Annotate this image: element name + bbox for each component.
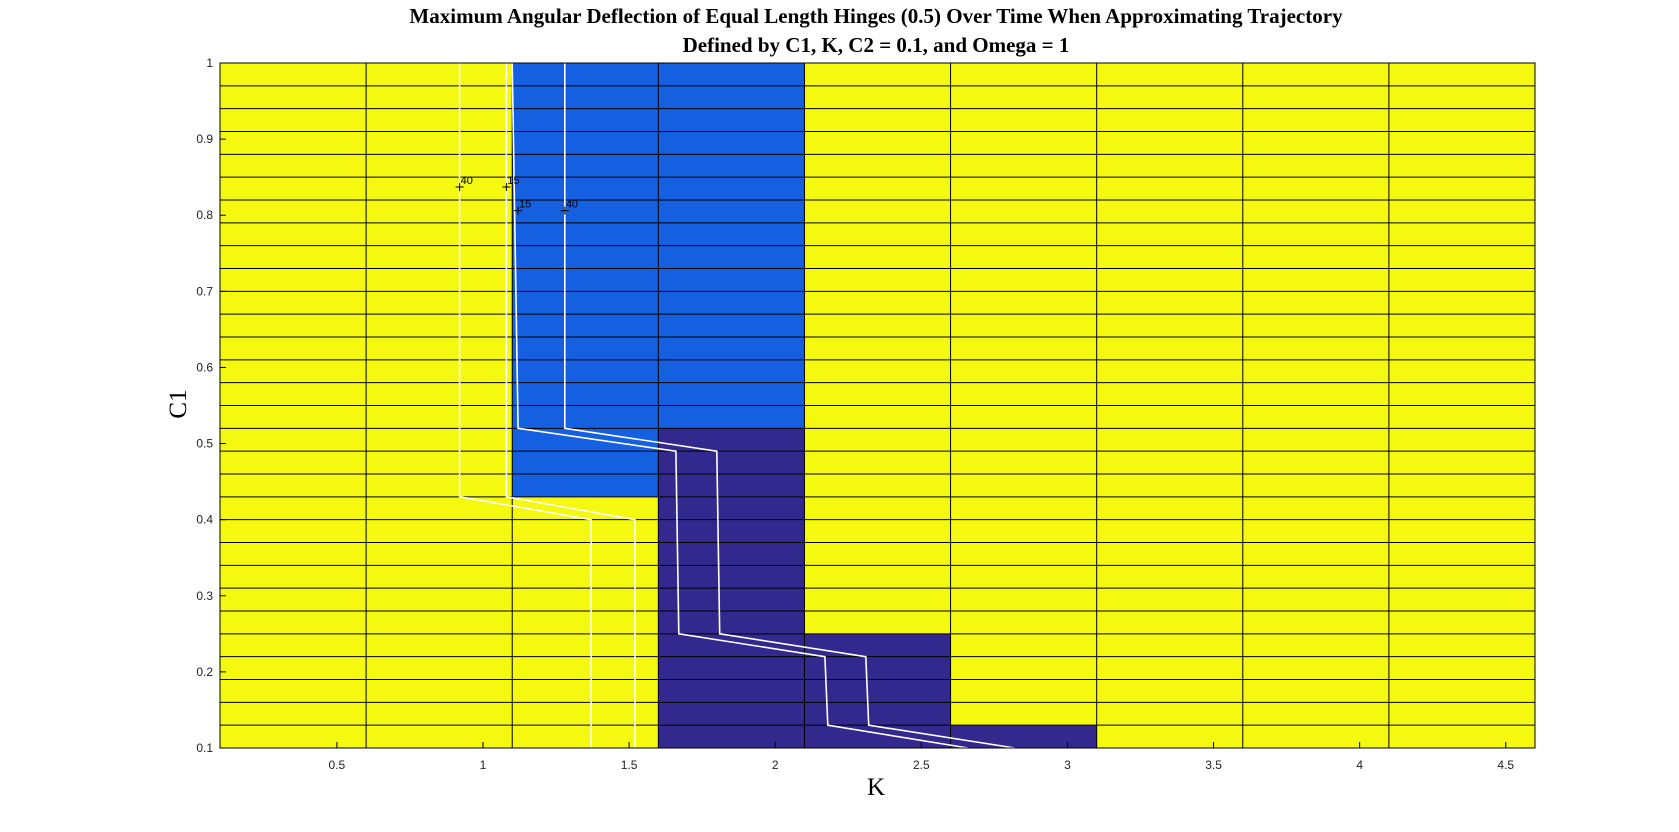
x-tick-label: 0.5 xyxy=(329,758,346,772)
contour-lines xyxy=(458,62,1015,749)
y-tick-label: 1 xyxy=(206,56,213,70)
contour-line xyxy=(458,63,592,748)
contour-label-marker xyxy=(514,206,523,215)
y-tick-label: 0.1 xyxy=(196,741,213,755)
contour-label: 40 xyxy=(566,199,578,211)
x-tick-label: 1 xyxy=(480,758,487,772)
x-axis-label: K xyxy=(867,774,885,801)
x-tick-label: 2 xyxy=(772,758,779,772)
y-tick-label: 0.4 xyxy=(196,513,213,527)
x-tick-label: 4 xyxy=(1356,758,1363,772)
y-tick-label: 0.3 xyxy=(196,589,213,603)
contour-line xyxy=(511,62,969,749)
x-tick-label: 1.5 xyxy=(621,758,638,772)
heatmap-cell-blue xyxy=(512,63,659,497)
y-tick-label: 0.6 xyxy=(196,360,213,374)
x-tick-label: 4.5 xyxy=(1497,758,1514,772)
contour-line xyxy=(564,63,1015,749)
y-axis-label: C1 xyxy=(165,389,192,418)
heatmap-grid xyxy=(219,62,1536,749)
chart-title-line-1: Maximum Angular Deflection of Equal Leng… xyxy=(409,4,1343,28)
contour-label: 40 xyxy=(461,175,473,187)
plot-frame xyxy=(219,62,1536,749)
y-tick-label: 0.8 xyxy=(196,208,213,222)
x-tick-label: 3 xyxy=(1064,758,1071,772)
y-tick-label: 0.7 xyxy=(196,284,213,298)
chart-title-line-2: Defined by C1, K, C2 = 0.1, and Omega = … xyxy=(683,33,1070,57)
heatmap-cell-navy xyxy=(804,633,951,748)
heatmap-cell-navy xyxy=(950,725,1097,748)
x-tick-label: 3.5 xyxy=(1205,758,1222,772)
contour-label-marker xyxy=(560,206,569,215)
axes: 0.5 1 1.5 2 2.5 3 3.5 4 4.5 0.1 0.2 0.3 0.4 0.5 0.6 0.7… xyxy=(196,56,1536,772)
contour-label-marker xyxy=(502,183,511,192)
contour-label: 15 xyxy=(519,199,531,211)
y-tick-label: 0.5 xyxy=(196,437,213,451)
contour-label: 15 xyxy=(507,175,519,187)
contour-label-marker xyxy=(455,183,464,192)
y-tick-label: 0.9 xyxy=(196,132,213,146)
x-tick-label: 2.5 xyxy=(913,758,930,772)
y-tick-label: 0.2 xyxy=(196,665,213,679)
contour-line xyxy=(505,63,636,748)
